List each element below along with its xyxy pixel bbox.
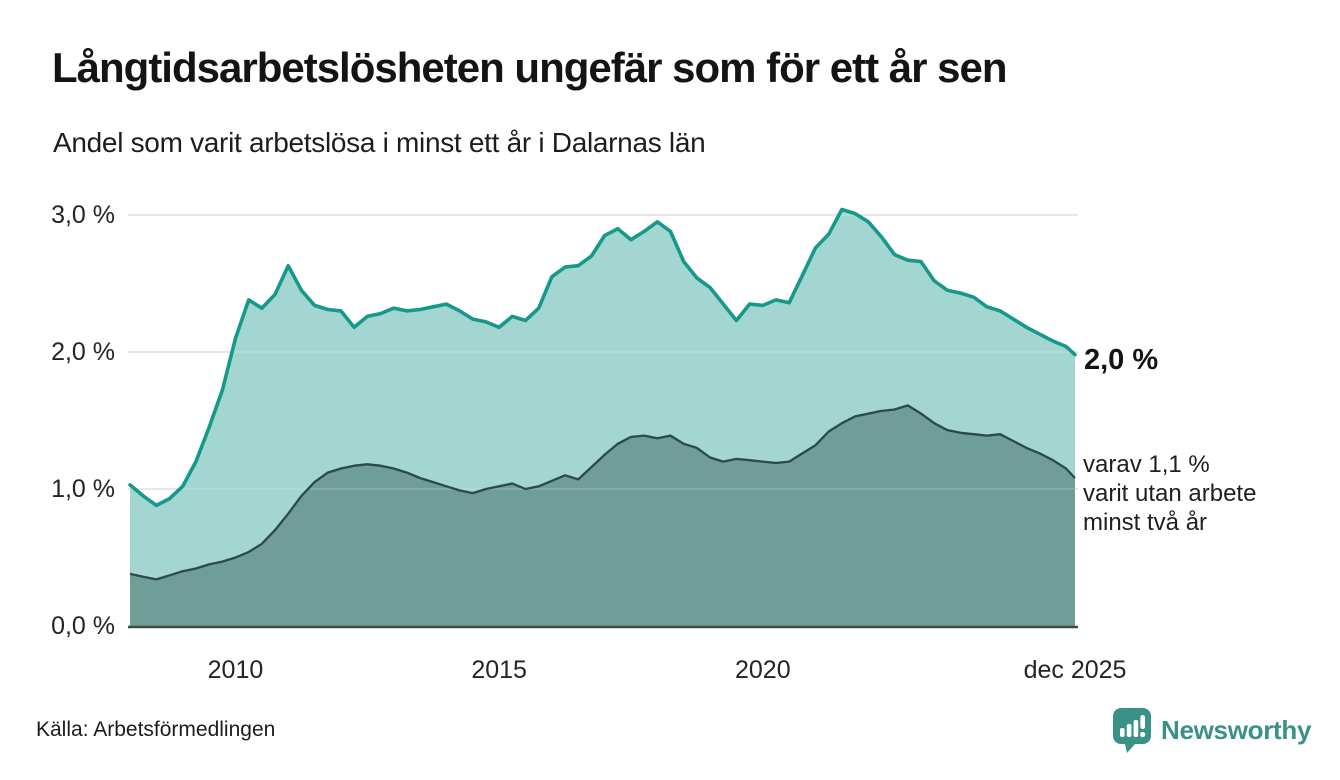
annotation-line-3: minst två år [1083, 509, 1208, 536]
y-tick-label: 2,0 % [51, 338, 115, 366]
line-two-years-unemployed [129, 404, 1076, 581]
newsworthy-logo-icon [1113, 708, 1151, 753]
page-title: Långtidsarbetslösheten ungefär som för e… [52, 44, 1008, 91]
end-value-label-two-years: varav 1,1 % varit utan arbete minst två … [1083, 450, 1256, 537]
y-tick-label: 1,0 % [51, 475, 115, 503]
newsworthy-logo: Newsworthy [1112, 707, 1311, 754]
source-credit: Källa: Arbetsförmedlingen [36, 718, 276, 741]
annotation-line-2: varit utan arbete [1083, 480, 1257, 507]
line-total-unemployed [128, 207, 1077, 508]
gridlines-overlay [128, 214, 1078, 490]
newsworthy-logo-text: Newsworthy [1161, 715, 1312, 745]
annotation-line-1: varav 1,1 % [1083, 451, 1210, 478]
x-tick-label: 2010 [207, 656, 264, 684]
area-two-years-unemployed [130, 405, 1075, 626]
x-tick-label: dec 2025 [1023, 656, 1127, 684]
y-tick-label: 3,0 % [51, 201, 115, 229]
x-tick-label: 2020 [735, 656, 791, 684]
y-tick-label: 0,0 % [51, 612, 115, 640]
end-value-label-total: 2,0 % [1084, 344, 1159, 376]
chart-subtitle: Andel som varit arbetslösa i minst ett å… [53, 127, 706, 158]
x-tick-label: 2015 [471, 656, 527, 684]
